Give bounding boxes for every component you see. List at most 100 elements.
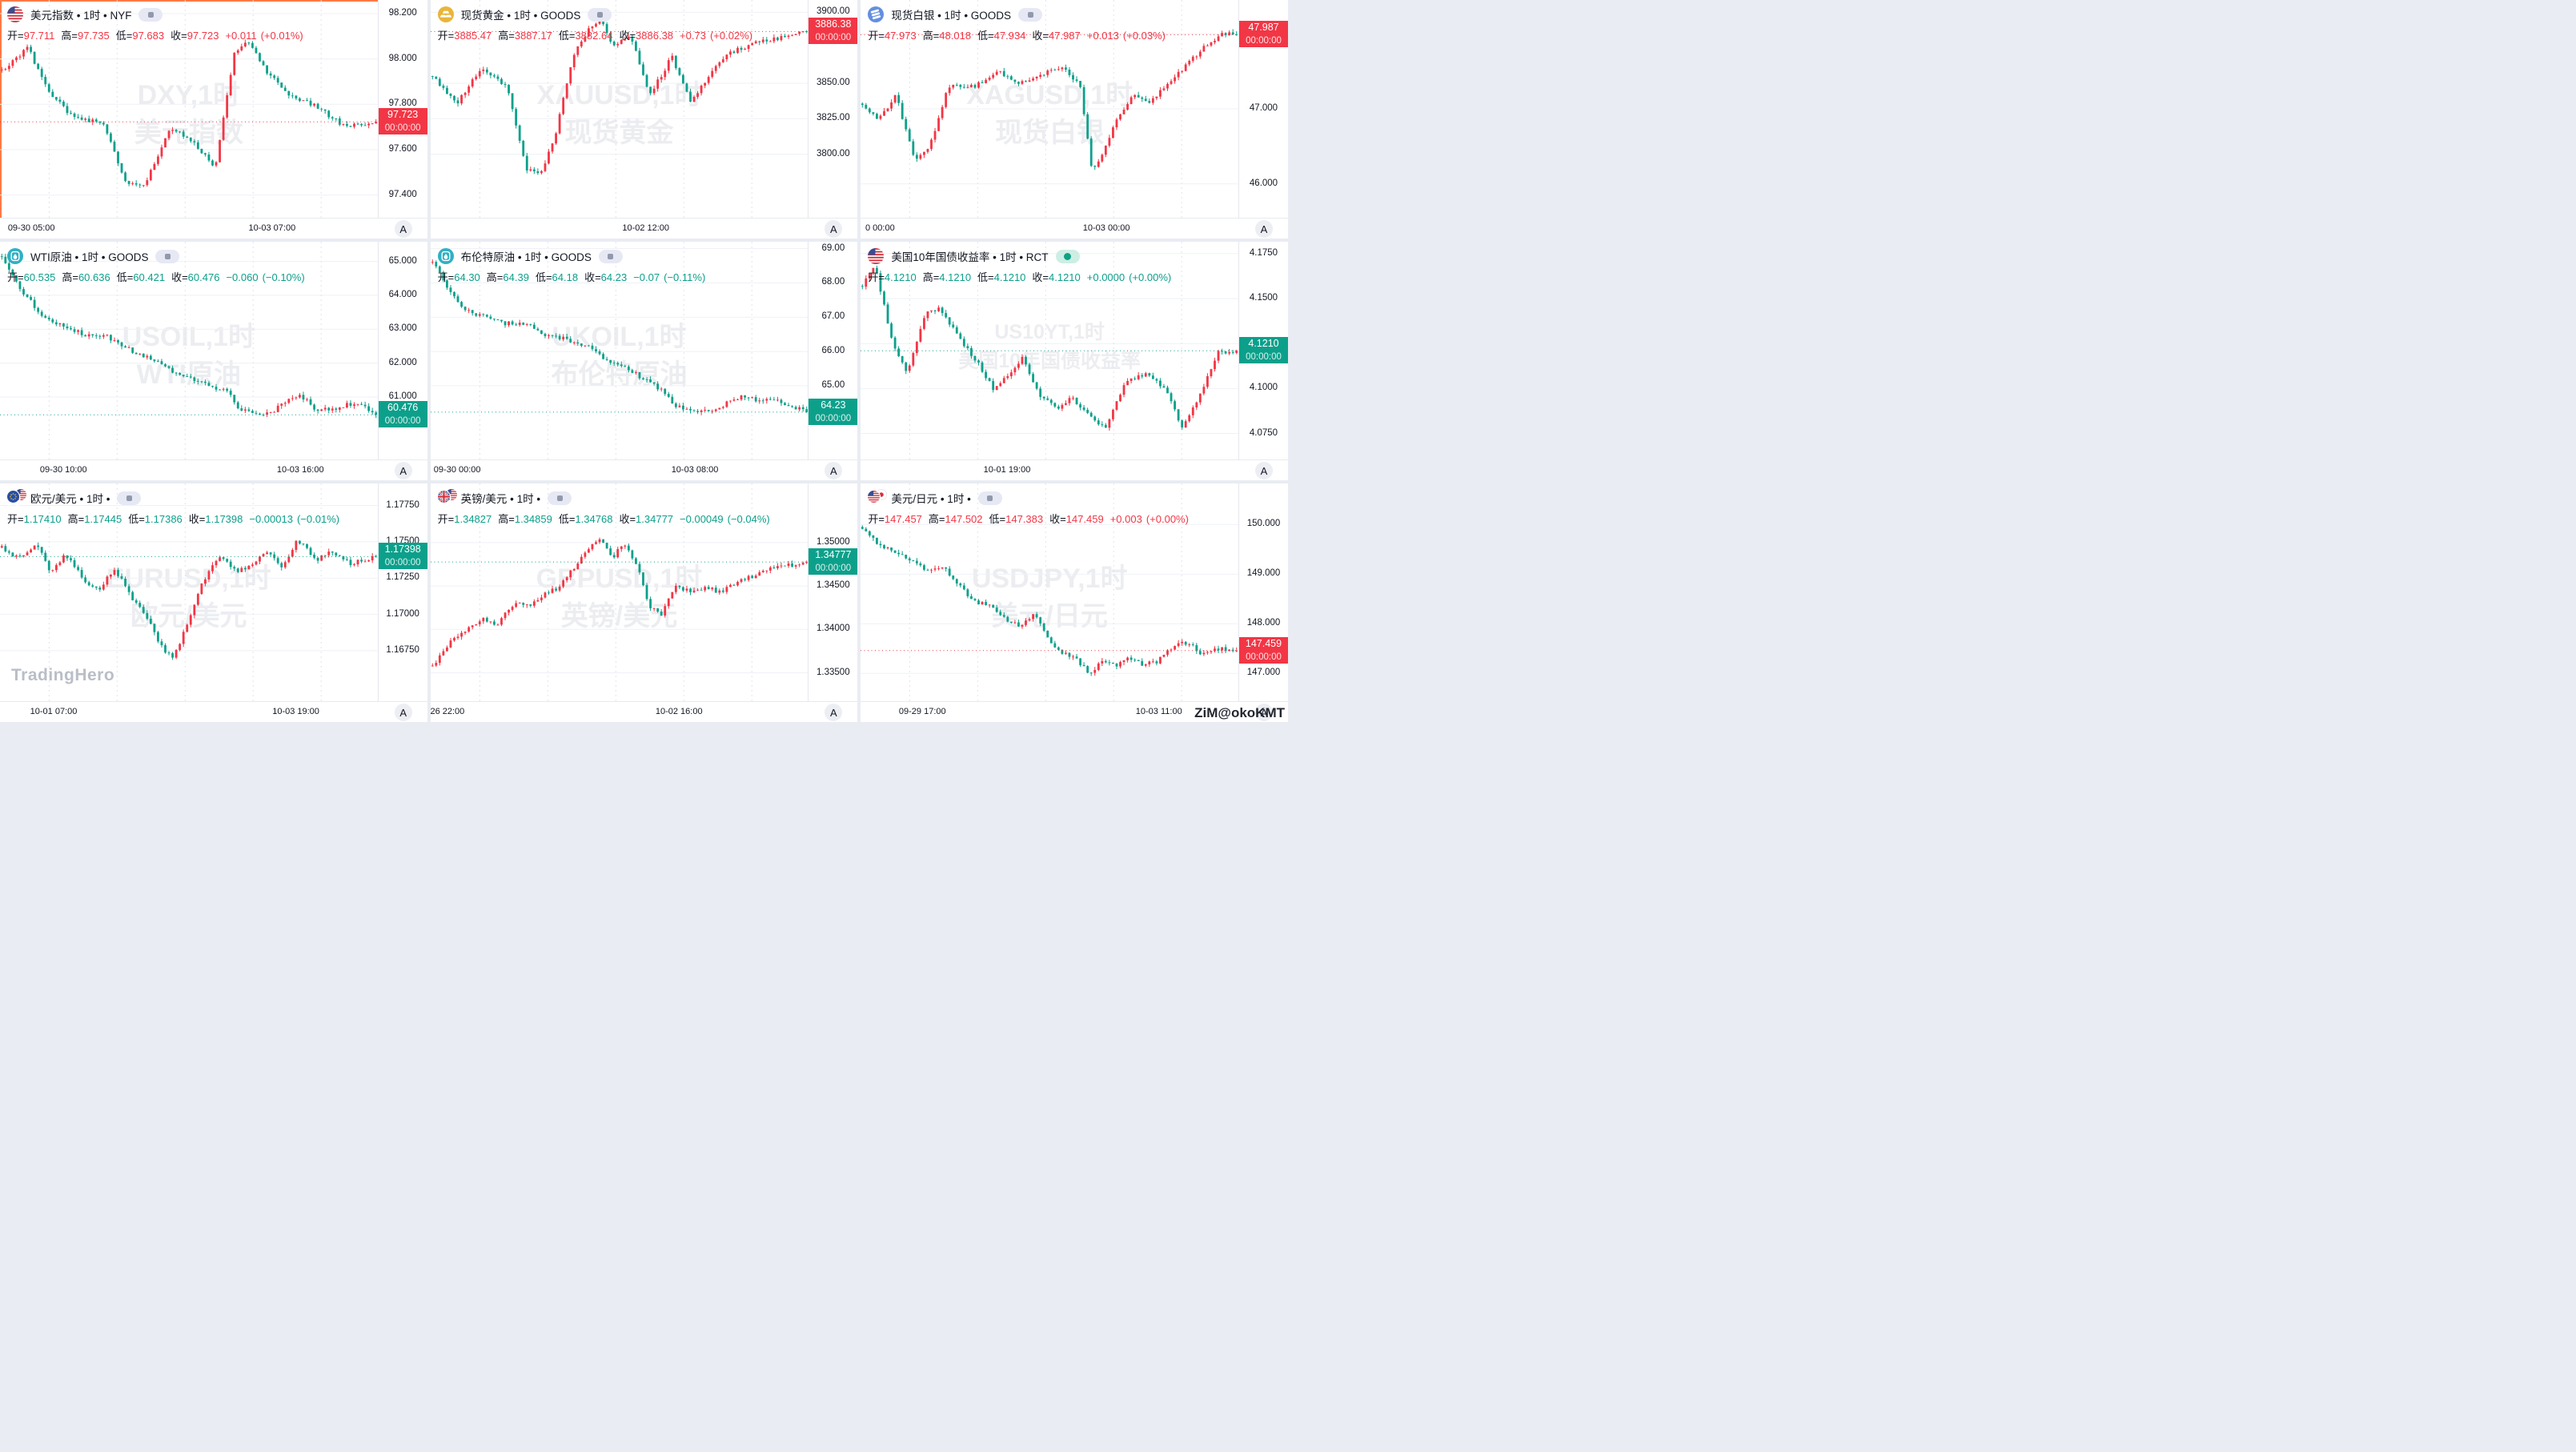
status-badge[interactable] — [598, 249, 623, 263]
status-badge[interactable] — [117, 491, 142, 505]
time-tick: 10-02 12:00 — [622, 223, 670, 233]
chart-header: 美国10年国债收益率 • 1时 • RCT 开=4.1210 高=4.1210 低=… — [868, 247, 1171, 284]
ohlc-close: 收=60.476 — [171, 271, 220, 283]
ohlc-readout: 开=1.17410 高=1.17445 低=1.17386 收=1.17398 −0.0… — [7, 511, 339, 526]
price-tick: 63.000 — [388, 323, 417, 334]
price-axis[interactable]: 3900.00 3850.00 3825.00 3800.00 3886.38 00:00… — [808, 0, 858, 218]
chart-title: 美元/日元 • 1时 • — [891, 493, 971, 505]
price-axis[interactable]: 65.000 64.000 63.000 62.000 61.000 60.476 00:0… — [377, 242, 427, 459]
ohlc-readout: 开=147.457 高=147.502 低=147.383 收=147.459 +0.0… — [868, 511, 1189, 526]
chart-header: 英镑/美元 • 1时 • 开=1.34827 高=1.34859 低=1.34768… — [437, 489, 770, 526]
price-axis[interactable]: 1.35000 1.34500 1.34000 1.33500 1.34777 00:00… — [808, 483, 858, 701]
auto-scale-button[interactable]: A — [1255, 220, 1273, 238]
auto-scale-button[interactable]: A — [825, 704, 843, 721]
chart-panel-us10y[interactable]: US10YT,1时 美国10年国债收益率 美国10年国债收益率 • 1时 • R… — [861, 242, 1288, 480]
change-percent: (+0.02%) — [709, 30, 753, 42]
chart-title: 欧元/美元 • 1时 • — [30, 493, 110, 505]
change-percent: (−0.11%) — [664, 271, 706, 283]
chart-panel-xauusd[interactable]: XAUUSD,1时 现货黄金 现货黄金 • 1时 • GOODS 开=3885.… — [430, 0, 858, 239]
auto-scale-button[interactable]: A — [394, 220, 412, 238]
time-axis[interactable]: A 26 22:00 10-02 16:00 — [430, 701, 858, 722]
candlestick-plot[interactable] — [0, 242, 378, 459]
ohlc-close: 收=3886.38 — [619, 30, 674, 42]
time-tick: 10-03 19:00 — [272, 707, 319, 716]
candlestick-plot[interactable] — [861, 242, 1239, 459]
time-axis[interactable]: A 09-30 10:00 10-03 16:00 — [0, 459, 427, 480]
time-tick: 0 00:00 — [865, 223, 895, 233]
time-axis[interactable]: A 10-01 07:00 10-03 19:00 — [0, 701, 427, 722]
ohlc-open: 开=1.34827 — [437, 513, 492, 525]
time-axis[interactable]: A 09-30 05:00 10-03 07:00 — [0, 218, 427, 239]
status-badge[interactable] — [1018, 7, 1043, 22]
last-price-label: 97.723 00:00:00 — [378, 108, 427, 135]
change-percent: (+0.01%) — [260, 30, 303, 42]
time-tick: 10-03 00:00 — [1082, 223, 1130, 233]
time-axis[interactable]: A 10-02 12:00 — [430, 218, 858, 239]
auto-scale-button[interactable]: A — [825, 220, 843, 238]
ohlc-readout: 开=64.30 高=64.39 低=64.18 收=64.23 −0.07 (−0.11%… — [438, 269, 706, 284]
price-tick: 148.000 — [1246, 618, 1281, 628]
change-percent: (−0.10%) — [262, 271, 305, 283]
price-tick: 1.17750 — [386, 499, 419, 510]
status-badge[interactable] — [138, 7, 163, 22]
time-axis[interactable]: A 0 00:00 10-03 00:00 — [861, 218, 1288, 239]
chart-panel-gbpusd[interactable]: GBPUSD,1时 英镑/美元 英镑/美元 • 1时 • 开=1.34827 高=… — [430, 483, 858, 722]
chart-panel-eurusd[interactable]: EURUSD,1时 欧元/美元 欧元/美元 • 1时 • 开=1.17410 高=… — [0, 483, 427, 722]
price-tick: 1.17000 — [386, 608, 419, 619]
price-axis[interactable]: 1.17750 1.17500 1.17250 1.17000 1.16750 1.173… — [377, 483, 427, 701]
time-axis[interactable]: A 09-30 00:00 10-03 08:00 — [430, 459, 858, 480]
us-flag-icon — [7, 6, 25, 23]
ohlc-open: 开=4.1210 — [868, 271, 917, 283]
ohlc-high: 高=48.018 — [922, 30, 972, 42]
candlestick-plot[interactable] — [430, 483, 809, 701]
price-axis[interactable]: 4.17504.15004.12504.10004.07504.121000:0… — [1238, 242, 1288, 459]
price-tick: 46.000 — [1249, 178, 1278, 188]
chart-header: 美元/日元 • 1时 • 开=147.457 高=147.502 低=147.383… — [868, 489, 1189, 526]
auto-scale-button[interactable]: A — [394, 462, 412, 479]
status-badge[interactable] — [155, 249, 180, 263]
time-axis[interactable]: A 09-29 17:00 10-03 11:00 — [861, 701, 1288, 722]
last-price-label: 64.23 00:00:00 — [809, 398, 858, 425]
ohlc-low: 低=3882.64 — [558, 30, 613, 42]
status-badge[interactable] — [548, 491, 572, 505]
price-tick: 3825.00 — [817, 113, 850, 123]
status-badge[interactable] — [977, 491, 1002, 505]
chart-title: 美元指数 • 1时 • NYF — [30, 10, 132, 22]
time-axis[interactable]: A 10-01 19:00 — [861, 459, 1288, 480]
price-tick: 1.17250 — [386, 572, 419, 583]
auto-scale-button[interactable]: A — [1255, 462, 1273, 479]
price-axis[interactable]: 98.200 98.000 97.800 97.600 97.400 97.723 00:0… — [377, 0, 427, 218]
auto-scale-button[interactable]: A — [394, 704, 412, 721]
chart-header: WTI原油 • 1时 • GOODS 开=60.535 高=60.636 低=60.… — [7, 247, 305, 284]
ohlc-open: 开=47.973 — [868, 30, 917, 42]
candlestick-plot[interactable] — [0, 483, 378, 701]
price-tick: 65.00 — [821, 379, 845, 390]
candlestick-plot[interactable] — [861, 483, 1239, 701]
price-axis[interactable]: 150.000 149.000 148.000 147.000 147.459 00:00… — [1238, 483, 1288, 701]
last-price-label: 47.987 00:00:00 — [1239, 21, 1288, 48]
ohlc-open: 开=1.17410 — [7, 513, 62, 525]
ohlc-high: 高=1.17445 — [67, 513, 122, 525]
auto-scale-button[interactable]: A — [825, 462, 843, 479]
candlestick-plot[interactable] — [861, 0, 1239, 218]
chart-panel-xagusd[interactable]: XAGUSD,1时 现货白银 现货白银 • 1时 • GOODS 开=47.97… — [861, 0, 1288, 239]
chart-panel-dxy[interactable]: DXY,1时 美元指数 美元指数 • 1时 • NYF 开=97.711 高=97… — [0, 0, 427, 239]
last-price-label: 1.34777 00:00:00 — [809, 548, 858, 576]
silver-icon — [868, 6, 885, 23]
change-value: +0.003 — [1109, 513, 1142, 525]
chart-panel-usoil[interactable]: USOIL,1时 WTI原油 WTI原油 • 1时 • GOODS 开=60.5… — [0, 242, 427, 480]
chart-title: 美国10年国债收益率 • 1时 • RCT — [891, 251, 1049, 263]
candlestick-plot[interactable] — [0, 0, 378, 218]
auto-scale-button[interactable]: A — [1255, 704, 1273, 721]
candlestick-plot[interactable] — [430, 0, 809, 218]
chart-panel-ukoil[interactable]: UKOIL,1时 布伦特原油 布伦特原油 • 1时 • GOODS 开=64.3… — [430, 242, 858, 480]
candlestick-plot[interactable] — [430, 242, 809, 459]
price-axis[interactable]: 69.00 68.00 67.00 66.00 65.00 64.23 00:00:00 — [808, 242, 858, 459]
chart-grid: DXY,1时 美元指数 美元指数 • 1时 • NYF 开=97.711 高=97… — [0, 0, 1288, 722]
chart-panel-usdjpy[interactable]: USDJPY,1时 美元/日元 美元/日元 • 1时 • 开=147.457 高=… — [861, 483, 1288, 722]
change-percent: (+0.00%) — [1129, 271, 1172, 283]
chart-title: 布伦特原油 • 1时 • GOODS — [460, 251, 592, 263]
status-badge[interactable] — [1055, 249, 1080, 263]
status-badge[interactable] — [588, 7, 612, 22]
